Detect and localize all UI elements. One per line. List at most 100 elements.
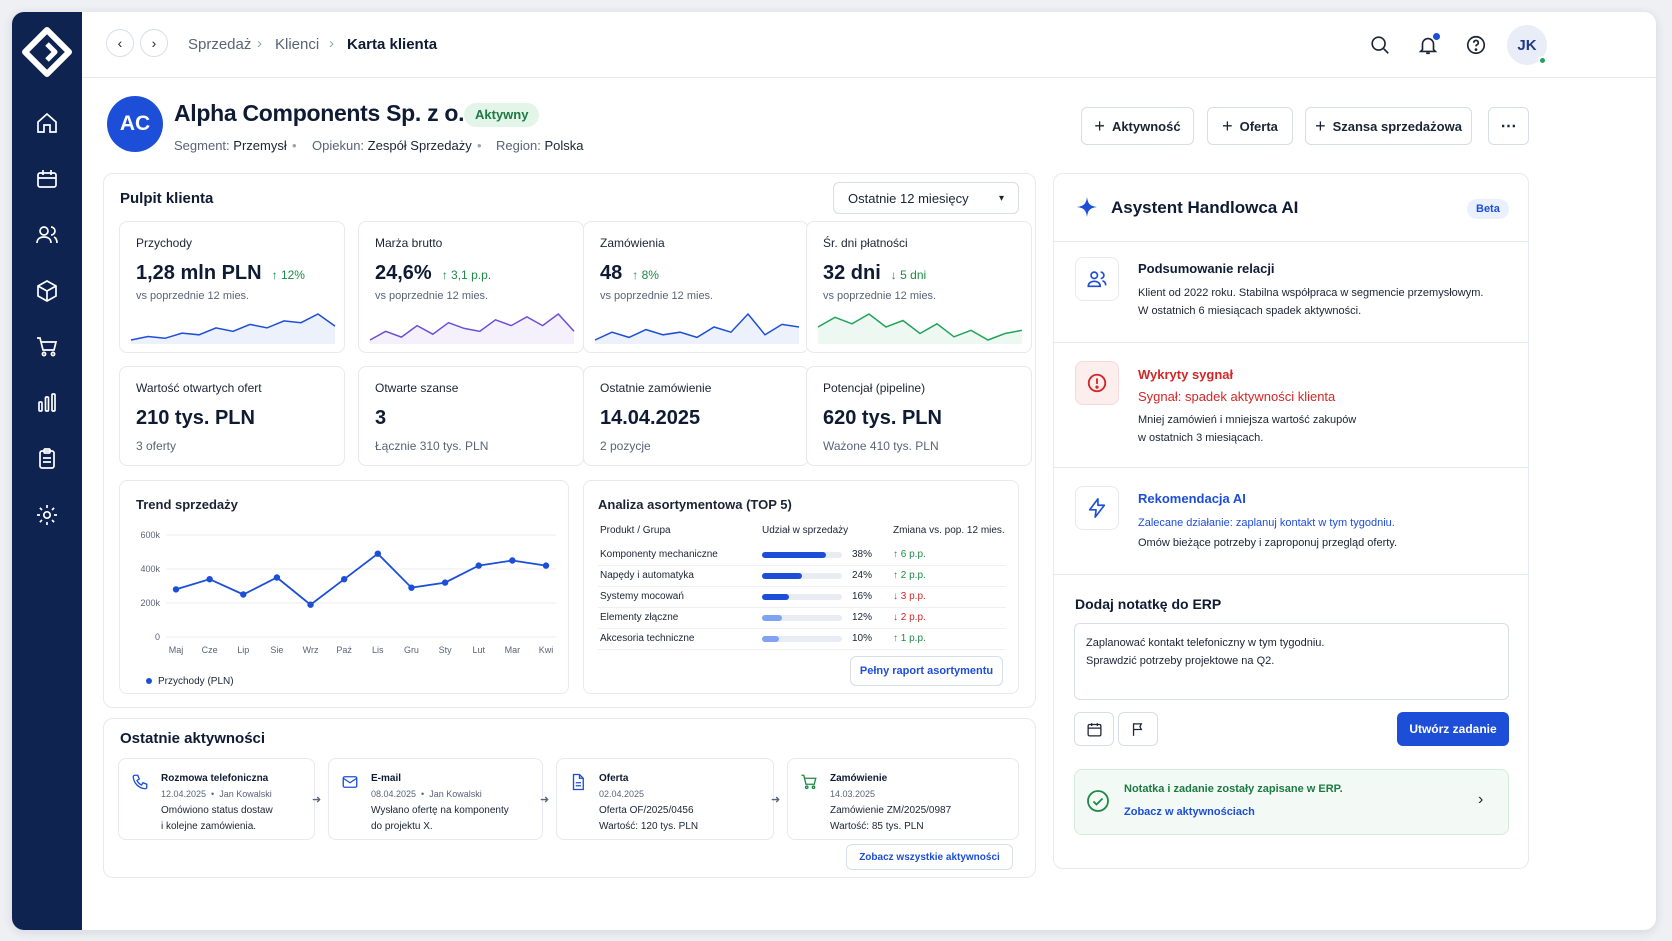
kpi-label: Zamówienia [600,236,665,250]
settings-gear-icon[interactable] [25,493,69,537]
cart-icon [794,767,824,797]
activity-line2: do projektu X. [371,821,433,832]
activity-card-call[interactable]: Rozmowa telefoniczna 12.04.2025 • Jan Ko… [118,758,315,840]
sparkline-line [130,313,336,341]
activity-date: 14.03.2025 [830,789,876,799]
col-change-header: Zmiana vs. pop. 12 mies. [893,525,1005,536]
activity-date: 08.04.2025 • Jan Kowalski [371,789,482,799]
change-value: ↓ 3 p.p. [893,591,926,602]
activity-type: Zamówienie [830,773,888,784]
all-activities-button[interactable]: Zobacz wszystkie aktywności [846,844,1013,870]
forward-button[interactable]: › [140,29,168,57]
change-value: ↑ 2 p.p. [893,570,926,581]
data-point[interactable] [441,579,449,586]
products-icon[interactable] [25,269,69,313]
y-tick-label: 0 [155,632,160,642]
calendar-icon[interactable] [25,157,69,201]
sparkle-icon [1075,195,1099,224]
share-bar [762,594,789,600]
change-value: ↑ 1 p.p. [893,633,926,644]
divider [1054,467,1528,468]
stat-card-last-order: Ostatnie zamówienie 14.04.2025 2 pozycje [583,366,809,466]
y-tick-label: 200k [140,598,160,608]
x-tick-label: Sie [270,645,283,655]
kpi-sparkline [130,313,336,344]
x-tick-label: Kwi [539,645,554,655]
share-value: 16% [852,591,873,602]
signal-line2: w ostatnich 3 miesiącach. [1138,432,1264,444]
breadcrumb-separator-icon: › [329,35,334,52]
users-icon [1075,257,1119,301]
activity-card-email[interactable]: E-mail 08.04.2025 • Jan Kowalski Wysłano… [328,758,543,840]
ai-assistant-panel [1053,173,1529,869]
search-icon[interactable] [1365,30,1395,60]
signal-subtitle: Sygnał: spadek aktywności klienta [1138,389,1336,404]
flag-icon[interactable] [1118,712,1158,746]
calendar-icon[interactable] [1074,712,1114,746]
create-task-button[interactable]: Utwórz zadanie [1397,712,1509,746]
lightning-icon [1075,486,1119,530]
erp-note-title: Dodaj notatkę do ERP [1075,596,1222,612]
sales-trend-card: Trend sprzedaży 600k 400k 200k 0 Maj Cze Lip Si… [119,480,569,694]
user-avatar[interactable]: JK [1507,25,1547,65]
home-icon[interactable] [25,101,69,145]
stat-sub: 3 oferty [136,439,177,453]
kpi-sparkline [594,312,800,344]
kpi-sub: vs poprzednie 12 mies. [823,290,937,302]
alert-icon [1075,361,1119,405]
add-offer-button[interactable]: + Oferta [1207,107,1293,145]
chevron-right-icon[interactable]: › [1478,791,1484,808]
online-status-dot [1538,56,1547,65]
ai-title: Asystent Handlowca AI [1111,198,1299,217]
add-activity-button[interactable]: + Aktywność [1081,107,1194,145]
erp-note-textarea[interactable]: Zaplanować kontakt telefoniczny w tym ty… [1074,623,1509,700]
data-point[interactable] [542,562,550,569]
x-tick-label: Wrz [303,645,319,655]
activity-card-order[interactable]: Zamówienie 14.03.2025 Zamówienie ZM/2025… [787,758,1019,840]
saved-confirmation[interactable] [1074,769,1509,835]
clipboard-icon[interactable] [25,437,69,481]
x-tick-label: Cze [202,645,218,655]
share-value: 24% [852,570,873,581]
stat-sub: Łącznie 310 tys. PLN [375,439,489,453]
data-point[interactable] [307,601,314,608]
data-point[interactable] [509,557,516,564]
x-tick-label: Gru [404,645,419,655]
more-options-button[interactable]: ⋯ [1488,107,1529,145]
x-tick-label: Mar [505,645,521,655]
period-select[interactable]: Ostatnie 12 miesięcy ▾ [833,182,1019,214]
data-point[interactable] [475,562,482,569]
data-point[interactable] [206,576,213,583]
full-assortment-report-button[interactable]: Pełny raport asortymentu [850,656,1003,686]
data-point[interactable] [273,574,281,581]
data-point[interactable] [240,591,247,598]
data-point[interactable] [172,586,180,593]
breadcrumb-item-sales[interactable]: Sprzedaż [188,36,252,53]
stat-value: 14.04.2025 [600,407,701,429]
product-name: Elementy złączne [600,612,679,623]
customers-icon[interactable] [25,213,69,257]
add-opportunity-button[interactable]: + Szansa sprzedażowa [1305,107,1472,145]
view-in-activities-link[interactable]: Zobacz w aktywnościach [1124,806,1255,818]
share-bar [762,573,803,579]
kpi-sparkline [817,313,1023,344]
stat-card-open-offers: Wartość otwartych ofert 210 tys. PLN 3 o… [119,366,345,466]
data-point[interactable] [340,576,348,583]
data-point[interactable] [374,550,382,557]
client-name: Alpha Components Sp. z o.o. [174,100,485,126]
notifications-bell-icon[interactable] [1413,30,1443,60]
help-icon[interactable] [1461,30,1491,60]
table-row: Systemy mocowań 16% ↓ 3 p.p. [598,588,1006,608]
activity-line1: Omówiono status dostaw [161,805,273,816]
data-point[interactable] [408,584,415,591]
legend-label: Przychody (PLN) [158,676,234,687]
kpi-change: ↑ 12% [271,268,305,282]
activity-type: E-mail [371,773,402,784]
breadcrumb-item-clients[interactable]: Klienci [275,36,320,53]
back-button[interactable]: ‹ [106,29,134,57]
reports-icon[interactable] [25,381,69,425]
activity-card-offer[interactable]: Oferta 02.04.2025 Oferta OF/2025/0456 Wa… [556,758,774,840]
cart-icon[interactable] [25,325,69,369]
kpi-change: ↓ 5 dni [890,268,927,282]
app-logo-icon[interactable] [21,26,73,78]
